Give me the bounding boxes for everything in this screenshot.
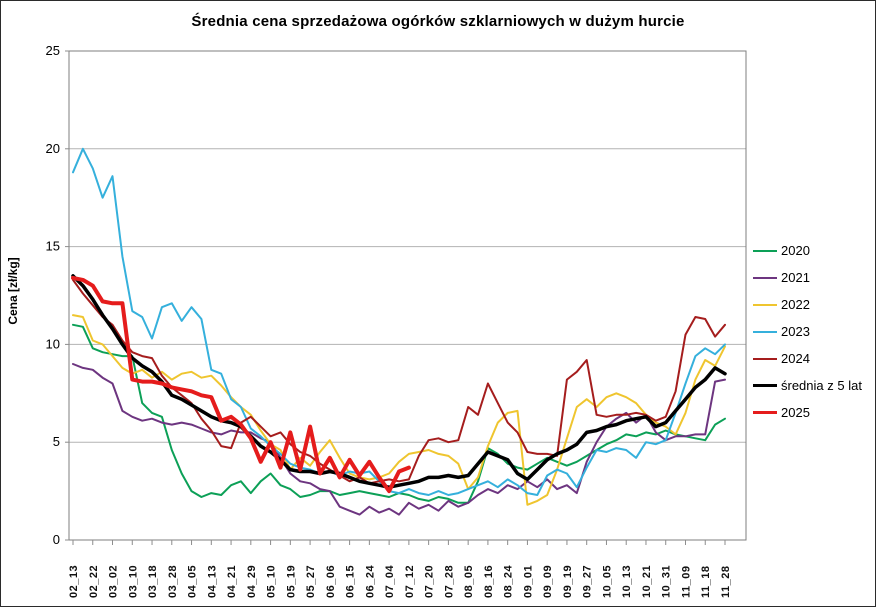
legend-label-srednia-z-5-lat: średnia z 5 lat <box>781 378 862 393</box>
legend-swatch-2024 <box>753 357 777 360</box>
legend-item-srednia-z-5-lat: średnia z 5 lat <box>753 372 862 399</box>
x-tick-label-06_06: 06_06 <box>325 565 337 598</box>
x-tick-label-03_18: 03_18 <box>147 565 159 598</box>
legend-item-2025: 2025 <box>753 399 862 426</box>
legend-swatch-2021 <box>753 276 777 279</box>
x-tick-label-04_13: 04_13 <box>206 565 218 598</box>
x-tick-label-10_21: 10_21 <box>641 565 653 598</box>
y-tick-label-25: 25 <box>46 43 60 58</box>
legend-label-2023: 2023 <box>781 324 810 339</box>
legend-swatch-2020 <box>753 249 777 252</box>
x-tick-label-09_27: 09_27 <box>582 565 594 598</box>
x-tick-label-04_29: 04_29 <box>246 565 258 598</box>
y-tick-label-5: 5 <box>53 434 60 449</box>
y-tick-label-10: 10 <box>46 336 60 351</box>
chart-legend: 2020 2021 2022 2023 2024 średnia z 5 lat 2025 <box>753 237 862 426</box>
x-tick-label-04_05: 04_05 <box>187 565 199 598</box>
x-tick-label-05_10: 05_10 <box>266 565 278 598</box>
x-tick-label-09_01: 09_01 <box>522 565 534 598</box>
series-line-srednia-z-5-lat <box>71 274 727 489</box>
x-tick-label-08_05: 08_05 <box>463 565 475 598</box>
legend-item-2021: 2021 <box>753 264 862 291</box>
x-tick-label-03_28: 03_28 <box>167 565 179 598</box>
legend-swatch-srednia-z-5-lat <box>753 384 777 387</box>
series-line-2025 <box>71 275 411 494</box>
x-tick-label-10_05: 10_05 <box>601 565 613 598</box>
x-tick-label-07_04: 07_04 <box>384 565 396 598</box>
x-tick-label-10_31: 10_31 <box>661 565 673 598</box>
x-tick-label-06_24: 06_24 <box>364 565 376 598</box>
legend-label-2021: 2021 <box>781 270 810 285</box>
legend-label-2024: 2024 <box>781 351 810 366</box>
legend-label-2022: 2022 <box>781 297 810 312</box>
x-tick-label-03_10: 03_10 <box>127 565 139 598</box>
x-tick-label-05_19: 05_19 <box>285 565 297 598</box>
x-tick-label-02_22: 02_22 <box>88 565 100 598</box>
legend-swatch-2022 <box>753 303 777 306</box>
legend-label-2025: 2025 <box>781 405 810 420</box>
legend-swatch-2025 <box>753 411 777 414</box>
x-tick-label-09_09: 09_09 <box>542 565 554 598</box>
series-line-2024 <box>72 278 726 485</box>
series-line-2023 <box>72 147 726 496</box>
x-tick-label-02_13: 02_13 <box>68 565 80 598</box>
x-tick-label-10_13: 10_13 <box>621 565 633 598</box>
x-tick-label-07_20: 07_20 <box>424 565 436 598</box>
x-tick-label-07_28: 07_28 <box>443 565 455 598</box>
chart-title: Średnia cena sprzedażowa ogórków szklarn… <box>191 13 685 30</box>
series-line-2021 <box>72 363 726 516</box>
x-tick-label-06_15: 06_15 <box>345 565 357 598</box>
legend-item-2023: 2023 <box>753 318 862 345</box>
plot-area-border <box>68 50 747 541</box>
x-tick-label-07_12: 07_12 <box>404 565 416 598</box>
series-line-2022 <box>72 314 726 506</box>
x-tick-label-04_21: 04_21 <box>226 565 238 598</box>
x-tick-label-03_02: 03_02 <box>108 565 120 598</box>
x-tick-label-05_27: 05_27 <box>305 565 317 598</box>
x-tick-label-11_09: 11_09 <box>680 566 692 598</box>
y-tick-label-0: 0 <box>53 532 60 547</box>
y-tick-label-15: 15 <box>46 239 60 254</box>
y-tick-label-20: 20 <box>46 141 60 156</box>
x-tick-label-08_16: 08_16 <box>483 565 495 598</box>
x-tick-label-08_24: 08_24 <box>503 565 515 598</box>
legend-item-2020: 2020 <box>753 237 862 264</box>
x-tick-label-11_28: 11_28 <box>720 566 732 598</box>
x-tick-label-09_19: 09_19 <box>562 565 574 598</box>
legend-item-2022: 2022 <box>753 291 862 318</box>
x-tick-label-11_18: 11_18 <box>700 566 712 598</box>
legend-swatch-2023 <box>753 330 777 333</box>
legend-label-2020: 2020 <box>781 243 810 258</box>
legend-item-2024: 2024 <box>753 345 862 372</box>
